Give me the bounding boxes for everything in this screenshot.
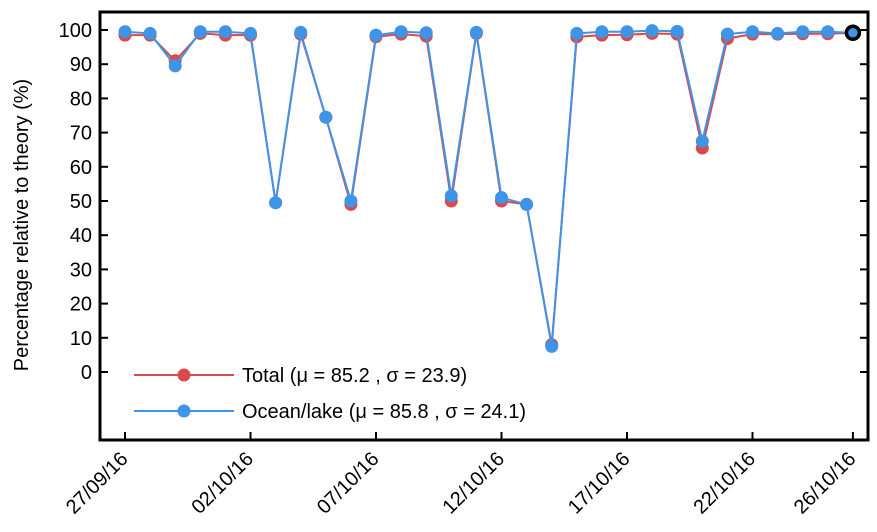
data-point [118,25,132,39]
data-point [218,25,232,39]
data-point [469,25,483,39]
legend-entry: Total (μ = 85.2 , σ = 23.9) [242,365,467,387]
data-point [670,24,684,38]
y-tick-label: 10 [70,328,92,350]
series-line-ocean-lake [124,29,853,347]
y-tick-label: 20 [70,294,92,316]
y-tick-label: 40 [70,225,92,247]
data-point [645,24,659,38]
x-tick-label: 12/10/16 [438,448,509,519]
y-tick-label: 30 [70,259,92,281]
data-point [695,134,709,148]
legend-entry: Ocean/lake (μ = 85.8 , σ = 24.1) [242,401,526,423]
data-point [545,339,559,353]
x-tick-label: 17/10/16 [564,448,635,519]
y-tick-label: 90 [70,54,92,76]
y-tick-label: 50 [70,191,92,213]
y-tick-label: 0 [81,362,92,384]
data-point [620,25,634,39]
data-point [419,26,433,40]
data-point [369,28,383,42]
data-point [344,194,358,208]
data-point [570,26,584,40]
data-point [495,191,508,205]
last-point-marker [844,24,862,41]
y-tick-label: 80 [70,88,92,110]
data-point [821,25,835,39]
series-line-total [125,31,853,345]
data-point [193,25,207,39]
data-point [444,189,458,203]
data-point [796,25,810,39]
data-point [269,196,283,210]
data-point [595,25,609,39]
plot-frame [98,10,870,442]
y-tick-label: 100 [59,20,92,42]
data-point [746,25,759,39]
x-tick-label: 27/09/16 [62,448,133,519]
y-tick-label: 70 [70,123,92,145]
data-point [143,26,157,40]
x-tick-label: 07/10/16 [313,448,384,519]
x-tick-label: 22/10/16 [689,448,760,519]
x-tick-label: 02/10/16 [187,448,258,519]
data-point [294,25,308,39]
x-tick-label: 26/10/16 [790,448,861,519]
data-point [720,27,734,41]
y-tick-label: 60 [70,157,92,179]
data-point [319,110,333,124]
data-point [520,197,534,211]
data-point [168,59,182,73]
data-point [771,26,785,40]
legend-marker [177,404,191,418]
data-point [244,26,257,40]
y-axis-label: Percentage relative to theory (%) [11,79,33,371]
data-point [394,25,408,39]
legend-marker [177,368,191,382]
